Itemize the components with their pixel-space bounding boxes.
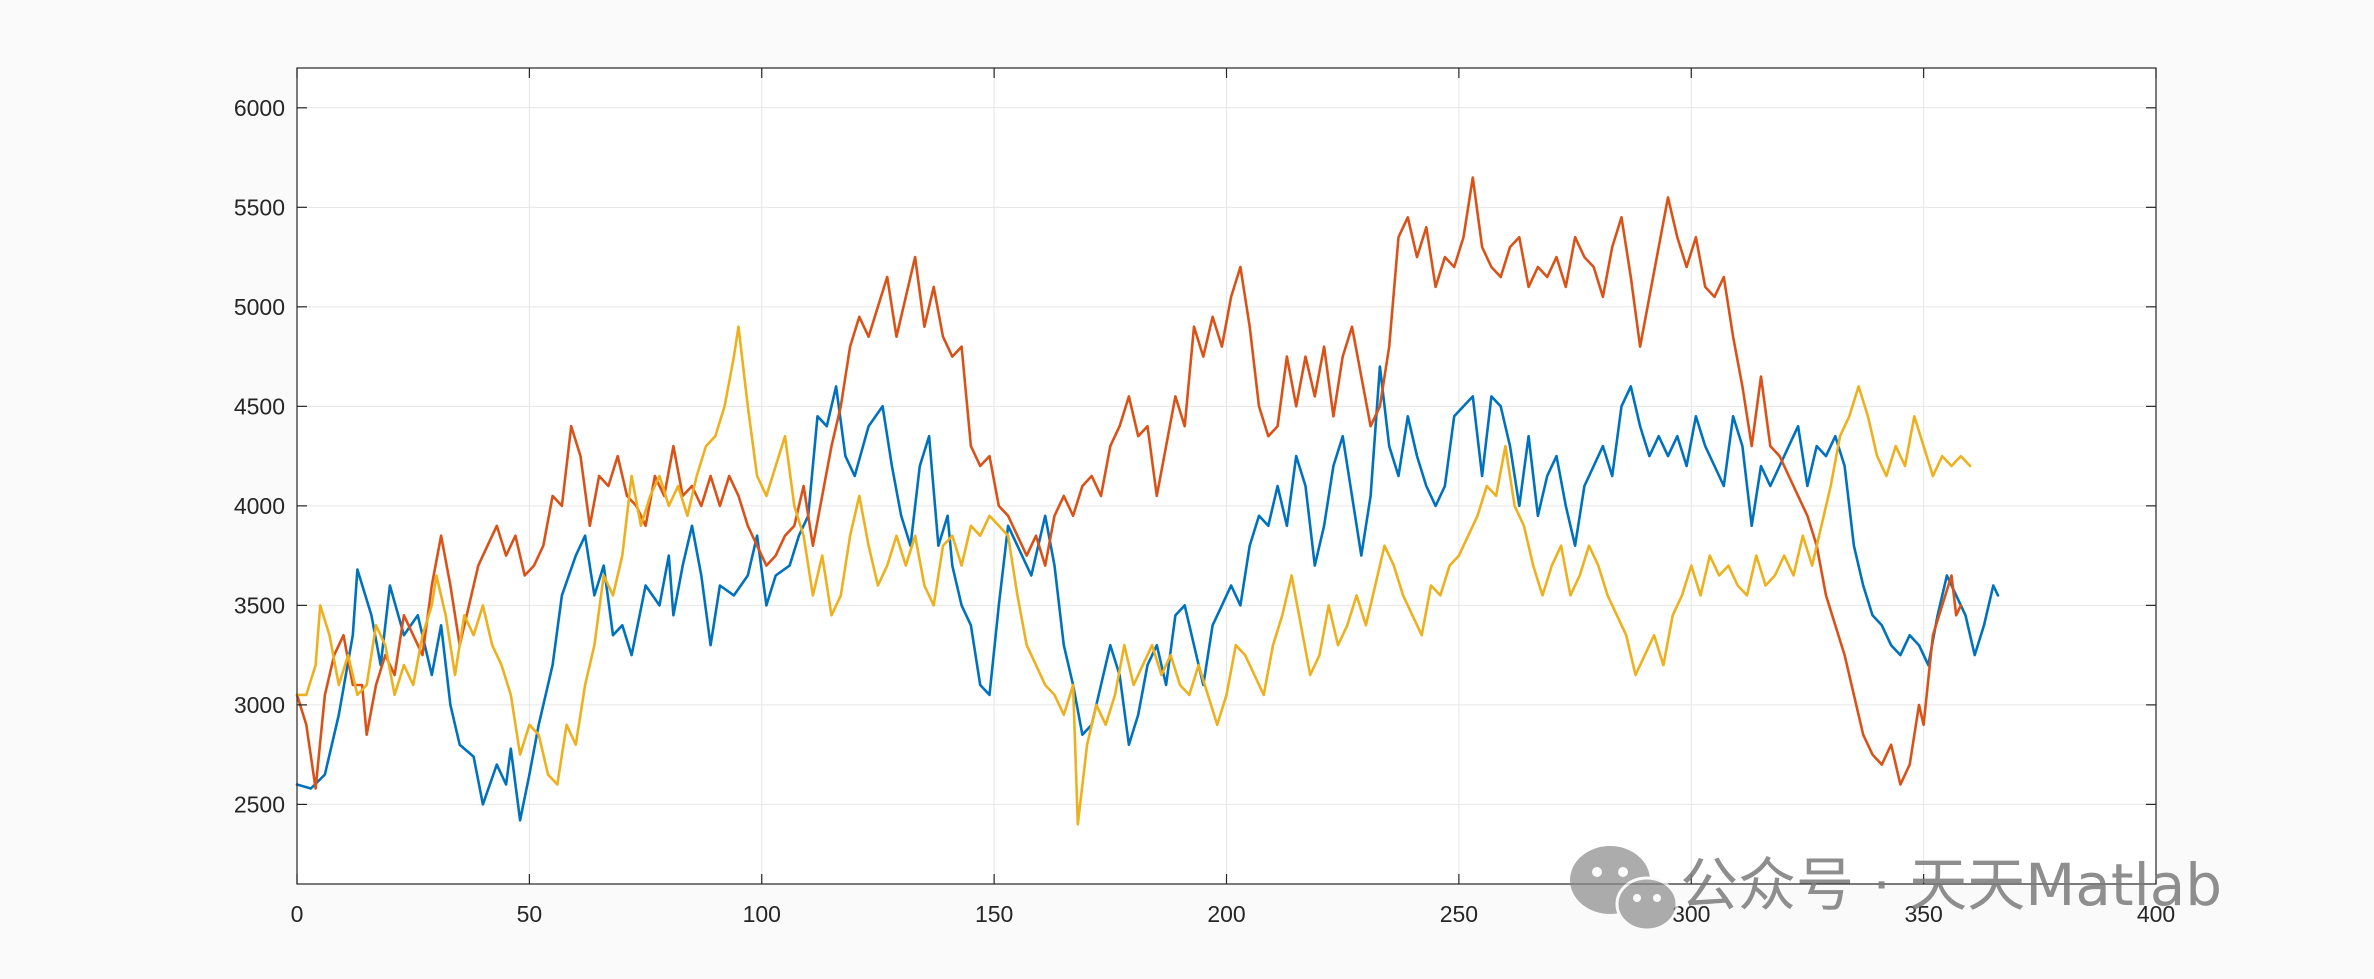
grid-lines	[296, 68, 2157, 884]
tick-labels: 0 50 100 150 200 250 300 350 4002500300035004000…	[234, 95, 2175, 927]
y-tick-label: 4500	[234, 393, 285, 419]
x-tick-label: 0	[291, 901, 304, 927]
series-line-2	[295, 176, 1963, 790]
x-tick-label: 400	[2137, 901, 2175, 927]
series-line-3	[295, 325, 1972, 826]
y-tick-label: 5500	[234, 194, 285, 220]
series-group	[295, 176, 2000, 826]
y-tick-label: 3000	[234, 692, 285, 718]
x-tick-label: 350	[1904, 901, 1942, 927]
x-tick-label: 200	[1207, 901, 1245, 927]
y-tick-label: 4000	[234, 493, 285, 519]
y-tick-label: 6000	[234, 95, 285, 121]
wechat-icon	[1570, 846, 1679, 932]
x-tick-label: 50	[517, 901, 543, 927]
y-tick-label: 3500	[234, 592, 285, 618]
x-tick-label: 150	[975, 901, 1013, 927]
y-tick-label: 5000	[234, 294, 285, 320]
watermark-text: 公众号 · 天天Matlab	[1680, 851, 2222, 919]
y-tick-label: 2500	[234, 791, 285, 817]
watermark: 公众号 · 天天Matlab	[1570, 846, 2222, 932]
x-tick-label: 250	[1440, 901, 1478, 927]
axis-ticks	[296, 68, 2157, 884]
series-line-1	[295, 365, 2000, 822]
x-tick-label: 100	[743, 901, 781, 927]
